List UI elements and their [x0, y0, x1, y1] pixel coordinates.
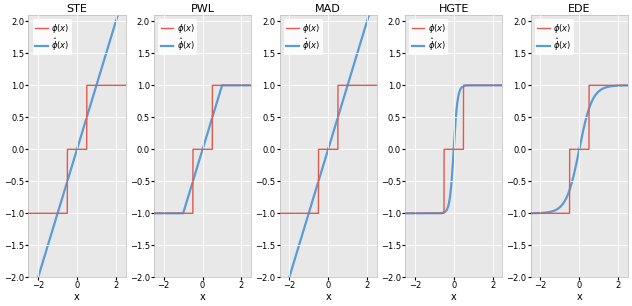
Title: EDE: EDE — [568, 4, 590, 14]
Legend: $\phi(x)$, $\hat{\phi}(x)$: $\phi(x)$, $\hat{\phi}(x)$ — [33, 19, 72, 55]
Legend: $\phi(x)$, $\hat{\phi}(x)$: $\phi(x)$, $\hat{\phi}(x)$ — [158, 19, 197, 55]
Title: STE: STE — [66, 4, 87, 14]
Title: PWL: PWL — [191, 4, 215, 14]
Legend: $\phi(x)$, $\hat{\phi}(x)$: $\phi(x)$, $\hat{\phi}(x)$ — [410, 19, 449, 55]
X-axis label: x: x — [576, 292, 582, 302]
X-axis label: x: x — [200, 292, 205, 302]
X-axis label: x: x — [74, 292, 80, 302]
X-axis label: x: x — [451, 292, 456, 302]
Title: HGTE: HGTE — [439, 4, 469, 14]
Title: MAD: MAD — [315, 4, 341, 14]
X-axis label: x: x — [325, 292, 331, 302]
Legend: $\phi(x)$, $\hat{\phi}(x)$: $\phi(x)$, $\hat{\phi}(x)$ — [284, 19, 323, 55]
Legend: $\phi(x)$, $\hat{\phi}(x)$: $\phi(x)$, $\hat{\phi}(x)$ — [535, 19, 574, 55]
